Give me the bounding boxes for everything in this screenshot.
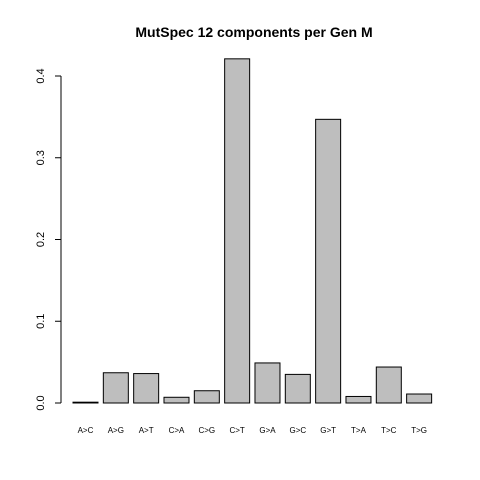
bar-a-to-g xyxy=(102,372,129,404)
x-tick-label: C>A xyxy=(169,426,185,435)
x-tick-label: C>G xyxy=(198,426,215,435)
bar-a-to-c xyxy=(72,401,99,404)
x-tick-label: G>A xyxy=(259,426,276,435)
x-tick-label: C>T xyxy=(229,426,244,435)
bars-group xyxy=(72,58,433,404)
bar-c-to-t xyxy=(224,58,251,404)
bar-c-to-a xyxy=(163,396,190,404)
y-tick-label: 0.4 xyxy=(35,68,47,83)
chart-title: MutSpec 12 components per Gen M xyxy=(135,24,372,40)
y-tick-label: 0.1 xyxy=(35,314,47,329)
x-tick-label: A>C xyxy=(78,426,94,435)
bar-g-to-t xyxy=(315,118,342,404)
x-tick-label: A>G xyxy=(108,426,124,435)
bar-t-to-c xyxy=(375,366,402,404)
x-tick-label: G>T xyxy=(320,426,336,435)
x-tick-label: T>G xyxy=(411,426,427,435)
bar-a-to-t xyxy=(133,373,160,404)
x-tick-label: A>T xyxy=(139,426,154,435)
y-tick-label: 0.2 xyxy=(35,232,47,247)
y-axis: 0.0 0.1 0.2 0.3 0.4 xyxy=(35,68,62,411)
bar-t-to-a xyxy=(345,395,372,404)
bar-c-to-g xyxy=(193,390,220,404)
y-tick-label: 0.3 xyxy=(35,150,47,165)
y-tick-label: 0.0 xyxy=(35,395,47,410)
x-tick-labels-group: A>C A>G A>T C>A C>G C>T G>A G>C G>T T>A T>C T>G xyxy=(78,426,427,435)
bar-g-to-a xyxy=(254,362,281,404)
bar-t-to-g xyxy=(406,393,433,404)
bar-g-to-c xyxy=(284,373,311,404)
x-tick-label: T>A xyxy=(351,426,367,435)
x-tick-label: T>C xyxy=(381,426,397,435)
x-tick-label: G>C xyxy=(289,426,306,435)
